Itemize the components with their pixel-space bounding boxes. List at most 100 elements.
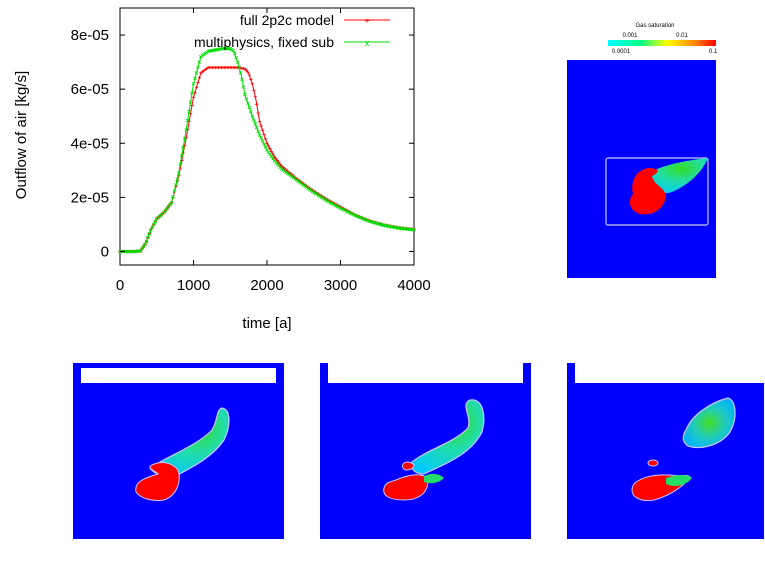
high-saturation-zone	[629, 168, 666, 215]
series-point-2	[147, 231, 152, 236]
series-point-2	[184, 127, 188, 132]
gas-plume-detached	[682, 397, 736, 449]
series-point-1	[191, 95, 196, 99]
series-point-2	[149, 228, 153, 232]
series-point-2	[193, 76, 197, 81]
region-outline	[605, 157, 709, 226]
x-tick-label: 0	[116, 277, 124, 294]
series-point-1	[253, 95, 257, 99]
series-point-2	[191, 81, 196, 86]
series-point-1	[250, 82, 254, 86]
series-point-2	[249, 110, 253, 114]
series-point-2	[196, 65, 200, 70]
series-point-2	[259, 136, 263, 140]
gas-plume-tail	[666, 475, 692, 486]
x-tick-label: 1000	[177, 277, 210, 294]
series-point-1	[193, 90, 197, 95]
series-point-2	[263, 145, 268, 149]
series-point-2	[254, 125, 259, 130]
series-point-1	[246, 70, 250, 74]
series-point-2	[153, 219, 158, 224]
y-tick-label: 8e-05	[71, 27, 109, 44]
series-point-2	[241, 85, 246, 89]
series-point-2	[266, 150, 271, 154]
series-point-2	[182, 136, 187, 141]
series-point-2	[250, 114, 255, 118]
series-point-2	[235, 60, 240, 64]
series-point-1	[277, 160, 281, 165]
series-point-1	[252, 88, 256, 92]
y-tick-label: 2e-05	[71, 189, 109, 206]
x-tick-label: 2000	[250, 277, 283, 294]
series-point-2	[171, 195, 175, 199]
series-point-2	[150, 225, 155, 229]
series-point-1	[263, 137, 268, 141]
series-point-2	[243, 92, 247, 97]
series-point-2	[247, 105, 252, 110]
series-point-2	[174, 183, 178, 187]
series-point-1	[256, 111, 260, 115]
series-point-2	[253, 122, 258, 126]
series-point-2	[237, 65, 241, 70]
tick-layer: 0 1000 2000 3000 4000 0 2e-05 4e-05 6e-05 8e-05	[71, 8, 431, 294]
series-point-2	[231, 48, 235, 53]
series-point-2	[172, 189, 177, 193]
series-line-1	[120, 67, 415, 252]
x-tick-label: 3000	[324, 277, 357, 294]
saturation-panel-4	[567, 363, 764, 539]
series-point-1	[268, 147, 272, 151]
series-point-2	[268, 152, 272, 157]
series-point-1	[269, 149, 274, 153]
series-point-2	[251, 118, 256, 122]
series-point-2	[178, 162, 183, 167]
series-point-2	[138, 249, 143, 253]
series-point-2	[260, 139, 265, 143]
saturation-panel-2	[73, 363, 284, 539]
series-point-2	[232, 51, 237, 56]
series-point-2	[412, 228, 416, 232]
series-point-2	[256, 129, 260, 134]
series-point-2	[238, 71, 243, 75]
series-point-2	[257, 133, 262, 137]
series-point-2	[244, 97, 249, 101]
gas-plume-tail	[424, 473, 444, 484]
colorbar-tick-0.01: 0.01	[676, 33, 688, 39]
domain-left-wall	[73, 363, 81, 383]
y-tick-label: 4e-05	[71, 135, 109, 152]
series-point-2	[265, 148, 269, 152]
legend-marker-series-2: x	[365, 38, 370, 48]
series-point-2	[234, 55, 238, 60]
legend-label-series-2: multiphysics, fixed sub	[194, 34, 334, 50]
y-axis-label: Outflow of air [kg/s]	[13, 71, 30, 199]
series-point-2	[140, 246, 144, 251]
series-point-1	[265, 141, 269, 145]
series-point-2	[187, 109, 191, 114]
series-point-2	[177, 171, 181, 175]
series-point-1	[262, 133, 266, 137]
series-point-1	[259, 124, 263, 128]
series-point-2	[169, 200, 174, 205]
series-point-2	[185, 118, 190, 123]
high-saturation-spot	[647, 459, 659, 467]
series-point-1	[249, 77, 253, 82]
series-point-1	[258, 120, 262, 124]
series-point-1	[196, 81, 200, 85]
domain-notch	[73, 363, 284, 368]
y-tick-label: 0	[101, 243, 109, 260]
series-point-1	[243, 67, 247, 71]
colorbar-gradient	[608, 40, 716, 46]
series-point-2	[246, 101, 250, 106]
colorbar: Gas saturation 0.001 0.01 0.0001 0.1	[608, 23, 718, 55]
series-point-2	[152, 222, 156, 227]
colorbar-tick-0.0001: 0.0001	[612, 49, 631, 55]
series-point-1	[190, 103, 194, 107]
series-point-1	[247, 73, 251, 77]
high-saturation-zone	[383, 474, 429, 501]
series-point-2	[146, 235, 150, 240]
series-point-2	[181, 145, 185, 149]
series-point-1	[275, 158, 279, 163]
series-point-1	[260, 128, 265, 132]
series-point-2	[179, 153, 184, 158]
legend: full 2p2c model + multiphysics, fixed su…	[194, 12, 390, 50]
